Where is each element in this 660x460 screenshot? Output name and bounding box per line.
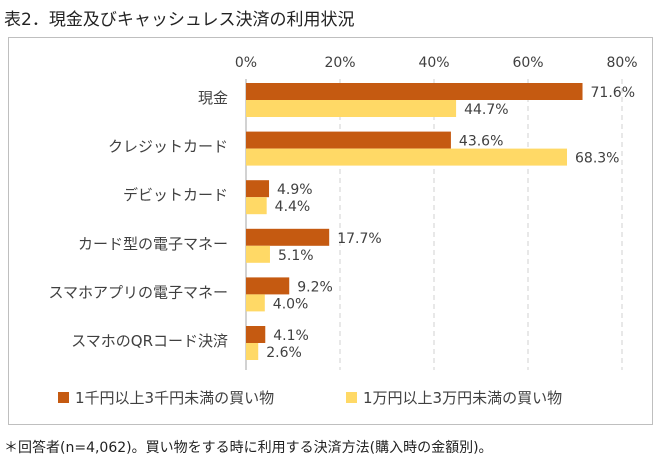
data-label: 17.7% bbox=[337, 231, 381, 247]
bar bbox=[246, 83, 583, 100]
data-label: 68.3% bbox=[575, 151, 619, 167]
bar bbox=[246, 245, 270, 263]
x-tick-label: 40% bbox=[418, 55, 449, 71]
data-label: 9.2% bbox=[297, 279, 333, 295]
data-label: 4.0% bbox=[273, 296, 309, 312]
data-label: 4.9% bbox=[277, 182, 313, 198]
data-label: 4.4% bbox=[275, 199, 311, 215]
bar bbox=[246, 326, 266, 343]
legend-label: 1万円以上3万円未満の買い物 bbox=[363, 389, 562, 407]
bar bbox=[246, 131, 451, 149]
x-tick-label: 80% bbox=[606, 55, 637, 71]
x-tick-label: 0% bbox=[235, 55, 257, 71]
bar bbox=[246, 277, 290, 295]
bar bbox=[246, 228, 330, 246]
data-label: 44.7% bbox=[464, 102, 508, 118]
bar bbox=[246, 100, 457, 117]
bar bbox=[246, 180, 270, 198]
legend-swatch bbox=[346, 392, 357, 403]
category-label: クレジットカード bbox=[108, 138, 228, 156]
category-label: スマホアプリの電子マネー bbox=[48, 283, 228, 301]
category-label: スマホのQRコード決済 bbox=[71, 332, 228, 350]
data-label: 2.6% bbox=[266, 345, 302, 361]
bar bbox=[246, 197, 267, 215]
bar bbox=[246, 148, 568, 166]
data-label: 71.6% bbox=[591, 85, 635, 101]
data-label: 4.1% bbox=[273, 328, 309, 344]
footnote: ＊回答者(n=4,062)。買い物をする時に利用する決済方法(購入時の金額別)。 bbox=[4, 440, 493, 456]
category-label: デビットカード bbox=[123, 186, 228, 204]
chart-frame bbox=[8, 37, 653, 425]
legend-label: 1千円以上3千円未満の買い物 bbox=[75, 389, 274, 407]
data-label: 43.6% bbox=[459, 134, 503, 150]
category-label: カード型の電子マネー bbox=[78, 235, 228, 253]
data-label: 5.1% bbox=[278, 248, 314, 264]
bar bbox=[246, 294, 265, 312]
legend-swatch bbox=[58, 392, 69, 403]
x-tick-label: 20% bbox=[324, 55, 355, 71]
x-tick-label: 60% bbox=[512, 55, 543, 71]
bar bbox=[246, 343, 259, 360]
page-title: 表2．現金及びキャッシュレス決済の利用状況 bbox=[4, 10, 355, 30]
category-label: 現金 bbox=[198, 89, 228, 107]
